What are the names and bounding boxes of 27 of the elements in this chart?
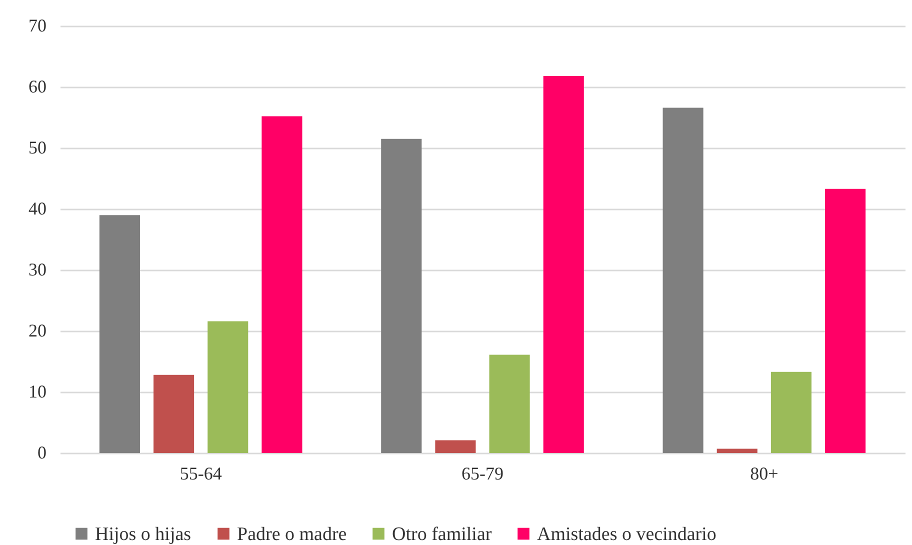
legend-label: Padre o madre	[237, 524, 347, 545]
bar	[716, 448, 758, 453]
y-tick-label: 20	[28, 320, 46, 340]
bar	[435, 440, 476, 453]
bar	[381, 138, 422, 453]
bar	[662, 108, 704, 453]
bar	[262, 116, 302, 453]
y-tick-label: 0	[38, 442, 46, 462]
x-tick-label: 80+	[750, 464, 778, 484]
bar	[154, 374, 194, 453]
bar	[489, 354, 530, 453]
y-tick-label: 60	[28, 76, 46, 96]
bar	[825, 188, 866, 453]
bar	[543, 76, 584, 453]
legend-label: Amistades o vecindario	[537, 524, 716, 545]
bar	[770, 372, 812, 453]
y-tick-label: 50	[28, 138, 46, 158]
legend-label: Hijos o hijas	[95, 524, 192, 545]
legend-label: Otro familiar	[392, 524, 492, 545]
bar	[208, 321, 248, 453]
bar	[99, 215, 140, 453]
x-tick-label: 55-64	[180, 464, 222, 484]
y-tick-label: 70	[28, 16, 46, 36]
x-tick-label: 65-79	[462, 464, 504, 484]
y-tick-label: 30	[28, 260, 46, 280]
y-tick-label: 10	[28, 382, 46, 402]
y-tick-label: 40	[28, 198, 46, 218]
